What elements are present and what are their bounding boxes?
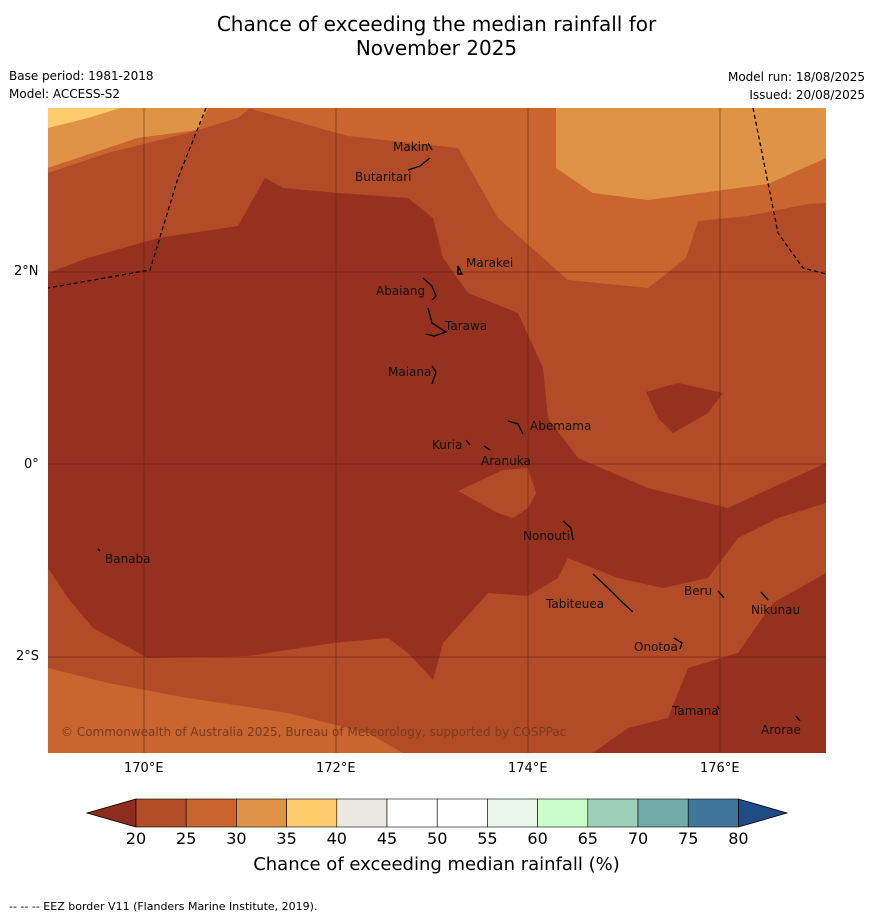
label-maiana: Maiana [388, 365, 431, 379]
lat-label-2s: 2°S [16, 649, 40, 664]
colorbar-segment [687, 798, 739, 828]
colorbar-tick-label: 35 [276, 829, 297, 848]
colorbar-tick-label: 75 [678, 829, 699, 848]
lon-label-174e: 174°E [508, 761, 548, 776]
colorbar-segment [336, 798, 388, 828]
island-tabiteuea [592, 573, 634, 613]
label-beru: Beru [684, 584, 712, 598]
eez-borders [48, 108, 826, 289]
colorbar-segment [587, 798, 639, 828]
lon-label-172e: 172°E [316, 761, 356, 776]
island-kuria [465, 439, 471, 446]
band-under-20-region-east [646, 383, 723, 433]
eez-legend-note: -- -- -- EEZ border V11 (Flanders Marine… [9, 900, 318, 913]
band-30-35-region-northwest [48, 108, 208, 168]
colorbar-segment [185, 798, 237, 828]
label-tarawa: Tarawa [444, 319, 487, 333]
island-banaba [97, 548, 101, 552]
colorbar-tick-label: 70 [627, 829, 649, 848]
band-under-20-region-central [48, 178, 826, 680]
colorbar-segment [286, 798, 338, 828]
colorbar-extension-low [85, 798, 137, 828]
band-35-40-region [48, 108, 120, 128]
island-aranuka [483, 445, 491, 451]
colorbar-tick-label: 40 [326, 829, 347, 848]
label-butaritari: Butaritari [355, 170, 412, 184]
issued-date: Issued: 20/08/2025 [749, 88, 865, 102]
colorbar-tick-label: 65 [577, 829, 598, 848]
label-abaiang: Abaiang [376, 284, 425, 298]
eez-border-west [48, 108, 207, 289]
colorbar-segment [386, 798, 438, 828]
lon-label-176e: 176°E [700, 761, 740, 776]
label-tamana: Tamana [671, 704, 719, 718]
model-run-date: Model run: 18/08/2025 [727, 70, 865, 84]
island-nikunau [760, 591, 769, 601]
map-title: Chance of exceeding the median rainfall … [0, 12, 873, 60]
label-banaba: Banaba [105, 552, 151, 566]
colorbar-tick-label: 45 [376, 829, 398, 848]
colorbar [85, 798, 789, 828]
title-line-1: Chance of exceeding the median rainfall … [216, 12, 657, 36]
lat-label-2n: 2°N [14, 264, 39, 279]
island-onotoa [673, 637, 683, 650]
band-30-35-region-northeast [556, 108, 826, 200]
colorbar-tick-label: 50 [427, 829, 448, 848]
eez-border-east [752, 108, 826, 275]
graticule [48, 108, 826, 753]
rainfall-map: Makin Butaritari Marakei Abaiang Tarawa … [48, 108, 826, 753]
island-arorae [795, 715, 801, 722]
label-onotoa: Onotoa [634, 640, 678, 654]
label-tabiteuea: Tabiteuea [545, 597, 604, 611]
colorbar-segment [236, 798, 287, 828]
island-nonouti [562, 520, 574, 541]
band-25-30-region-west [48, 108, 250, 173]
island-abemama [507, 420, 524, 435]
colorbar-segment [637, 798, 689, 828]
colorbar-tick-label: 20 [125, 829, 147, 848]
island-maiana [431, 365, 437, 385]
model-name: Model: ACCESS-S2 [9, 87, 121, 101]
colorbar-tick-label: 25 [176, 829, 197, 848]
title-line-2: November 2025 [355, 36, 518, 60]
label-nonouti: Nonouti [523, 529, 570, 543]
colorbar-tick-label: 55 [477, 829, 498, 848]
island-beru [717, 590, 725, 599]
label-aranuka: Aranuka [481, 454, 531, 468]
base-period: Base period: 1981-2018 [9, 69, 154, 83]
colorbar-segment [537, 798, 589, 828]
colorbar-title: Chance of exceeding median rainfall (%) [253, 854, 620, 875]
band-20-25-patch-equator [458, 468, 536, 518]
label-nikunau: Nikunau [751, 603, 800, 617]
label-abemama: Abemama [530, 419, 591, 433]
island-outlines [97, 142, 801, 722]
island-makin [427, 142, 433, 151]
island-tamana [716, 705, 720, 710]
colorbar-segment [436, 798, 488, 828]
island-abaiang [422, 277, 437, 301]
colorbar-tick-label: 60 [527, 829, 548, 848]
colorbar-extension-high [738, 798, 789, 828]
colorbar-tick-label: 80 [728, 829, 749, 848]
label-makin: Makin [393, 140, 429, 154]
colorbar-tick-label: 30 [226, 829, 247, 848]
lat-label-equator: 0° [24, 457, 39, 472]
island-tarawa [425, 307, 448, 337]
colorbar-segment [487, 798, 538, 828]
island-butaritari [407, 157, 431, 171]
label-kuria: Kuria [432, 438, 463, 452]
label-marakei: Marakei [466, 256, 513, 270]
lon-label-170e: 170°E [124, 761, 164, 776]
copyright-notice: © Commonwealth of Australia 2025, Bureau… [61, 725, 566, 739]
colorbar-segment [135, 798, 187, 828]
label-arorae: Arorae [761, 723, 801, 737]
band-under-20-region-southeast [593, 573, 826, 753]
band-25-30-region-south-2 [48, 668, 403, 753]
island-marakei [457, 265, 464, 275]
